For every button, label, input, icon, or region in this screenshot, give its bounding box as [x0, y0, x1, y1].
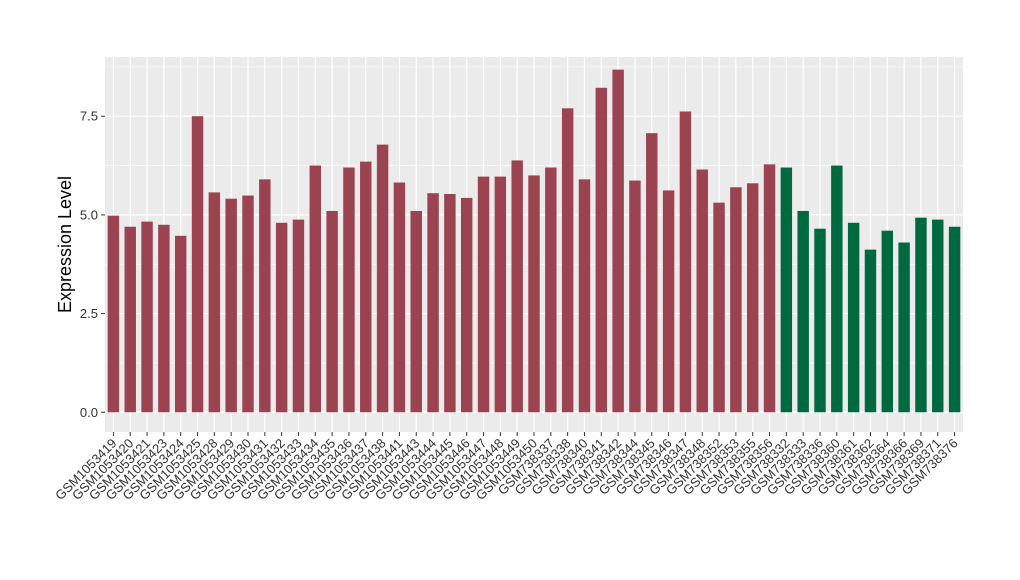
bar-GSM738333: [797, 210, 809, 413]
bar-GSM738355: [746, 183, 759, 413]
x-axis: GSM1053419GSM1053420GSM1053421GSM1053423…: [52, 432, 961, 503]
bar-GSM738352: [713, 202, 725, 413]
bar-GSM1053428: [208, 192, 221, 413]
bar-GSM738360: [831, 165, 843, 413]
bar-GSM738366: [898, 242, 910, 413]
bar-GSM1053432: [275, 222, 288, 413]
bar-GSM738362: [864, 249, 877, 413]
bar-GSM1053437: [360, 161, 372, 413]
bar-GSM1053448: [494, 176, 507, 413]
bar-GSM738332: [780, 167, 793, 413]
y-tick-label: 0.0: [80, 405, 98, 420]
bar-GSM1053441: [393, 182, 406, 413]
bar-GSM1053423: [158, 224, 170, 413]
bar-GSM1053436: [343, 167, 355, 413]
bar-GSM738340: [578, 179, 591, 413]
bar-GSM738371: [932, 219, 944, 413]
bar-GSM1053433: [292, 219, 305, 413]
bar-GSM1053419: [107, 215, 120, 413]
bar-GSM1053421: [141, 221, 153, 413]
bar-GSM738369: [915, 217, 927, 413]
bar-GSM738342: [612, 69, 624, 413]
bar-GSM1053429: [225, 198, 237, 413]
bar-GSM738353: [730, 187, 742, 413]
y-axis-title: Expression Level: [55, 176, 75, 313]
bar-GSM738347: [679, 111, 692, 413]
bar-GSM1053443: [410, 210, 422, 413]
bar-GSM738348: [696, 169, 708, 413]
bar-GSM1053444: [427, 193, 439, 413]
bar-GSM738344: [629, 180, 641, 413]
y-axis: 0.0 2.5 5.0 7.5: [80, 109, 105, 420]
bar-GSM1053449: [511, 160, 523, 413]
bar-GSM738341: [595, 87, 608, 413]
bar-GSM1053445: [444, 193, 456, 413]
bar-GSM738337: [545, 167, 557, 413]
bar-GSM1053431: [259, 179, 271, 413]
bar-GSM1053425: [191, 116, 204, 413]
bar-GSM1053450: [528, 175, 540, 413]
bars: [107, 69, 961, 413]
bar-GSM1053435: [326, 210, 338, 413]
bar-GSM738336: [814, 228, 826, 413]
bar-GSM1053447: [477, 176, 490, 413]
bar-GSM738346: [662, 190, 675, 413]
y-tick-label: 5.0: [80, 207, 98, 222]
bar-GSM1053420: [124, 226, 136, 413]
bar-GSM738361: [847, 222, 860, 413]
bar-GSM1053424: [174, 235, 187, 413]
bar-GSM738356: [763, 164, 776, 413]
bar-GSM738345: [646, 133, 658, 413]
bar-GSM1053434: [309, 165, 322, 413]
y-tick-label: 7.5: [80, 109, 98, 124]
bar-GSM1053438: [376, 144, 389, 413]
y-tick-label: 2.5: [80, 306, 98, 321]
bar-GSM738364: [881, 230, 894, 413]
bar-GSM738338: [561, 108, 574, 413]
bar-GSM1053446: [460, 197, 473, 413]
bar-GSM1053430: [242, 195, 254, 413]
bar-GSM738376: [948, 226, 961, 413]
